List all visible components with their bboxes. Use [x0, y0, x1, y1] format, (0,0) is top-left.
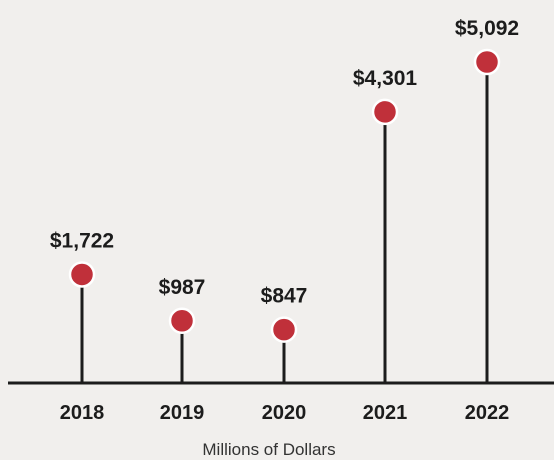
value-label-2022: $5,092: [455, 17, 519, 40]
x-tick-label-2019: 2019: [160, 402, 205, 424]
x-tick-label-2022: 2022: [465, 402, 510, 424]
value-label-2021: $4,301: [353, 67, 418, 90]
value-label-2020: $847: [261, 285, 308, 308]
marker-2019: [168, 307, 196, 335]
marker-2022: [473, 48, 501, 76]
value-labels-group: $1,722 $987 $847 $4,301 $5,092: [50, 17, 519, 308]
x-tick-label-2018: 2018: [60, 402, 105, 424]
marker-2021: [371, 98, 399, 126]
marker-2020: [270, 316, 298, 343]
value-label-2018: $1,722: [50, 229, 114, 252]
x-tick-label-2020: 2020: [262, 402, 307, 424]
markers-group: [68, 48, 501, 343]
value-label-2019: $987: [159, 276, 206, 299]
x-axis-title: Millions of Dollars: [202, 440, 335, 459]
x-tick-label-2021: 2021: [363, 402, 408, 424]
marker-2018: [68, 261, 96, 288]
x-tick-labels-group: 2018 2019 2020 2021 2022: [60, 402, 510, 424]
